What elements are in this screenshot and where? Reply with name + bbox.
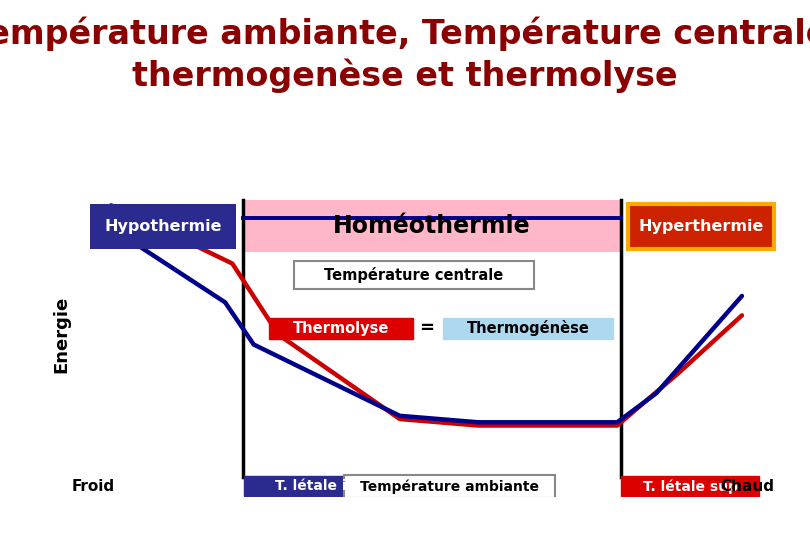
Text: Thermolyse: Thermolyse — [293, 321, 389, 336]
Text: Température ambiante, Température centrale,
thermogenèse et thermolyse: Température ambiante, Température centra… — [0, 16, 810, 93]
Text: =: = — [419, 319, 433, 338]
FancyBboxPatch shape — [628, 204, 774, 249]
Text: T. létale inf.: T. létale inf. — [275, 480, 368, 493]
FancyBboxPatch shape — [443, 318, 613, 339]
FancyBboxPatch shape — [269, 318, 413, 339]
Text: Chaud: Chaud — [720, 479, 774, 494]
FancyBboxPatch shape — [90, 204, 236, 249]
Text: T. létale sup: T. létale sup — [643, 479, 738, 494]
FancyBboxPatch shape — [244, 476, 399, 496]
Text: Froid: Froid — [72, 479, 115, 494]
FancyBboxPatch shape — [344, 475, 555, 498]
FancyBboxPatch shape — [294, 261, 534, 289]
Text: Température ambiante: Température ambiante — [360, 479, 539, 494]
Text: Hypothermie: Hypothermie — [104, 219, 222, 234]
FancyBboxPatch shape — [243, 200, 620, 252]
FancyBboxPatch shape — [621, 476, 759, 496]
Text: Homéothermie: Homéothermie — [333, 214, 531, 238]
Text: Température centrale: Température centrale — [325, 267, 504, 283]
Text: Energie: Energie — [52, 296, 70, 374]
Text: Thermogénèse: Thermogénèse — [467, 320, 590, 336]
Text: Hyperthermie: Hyperthermie — [638, 219, 764, 234]
